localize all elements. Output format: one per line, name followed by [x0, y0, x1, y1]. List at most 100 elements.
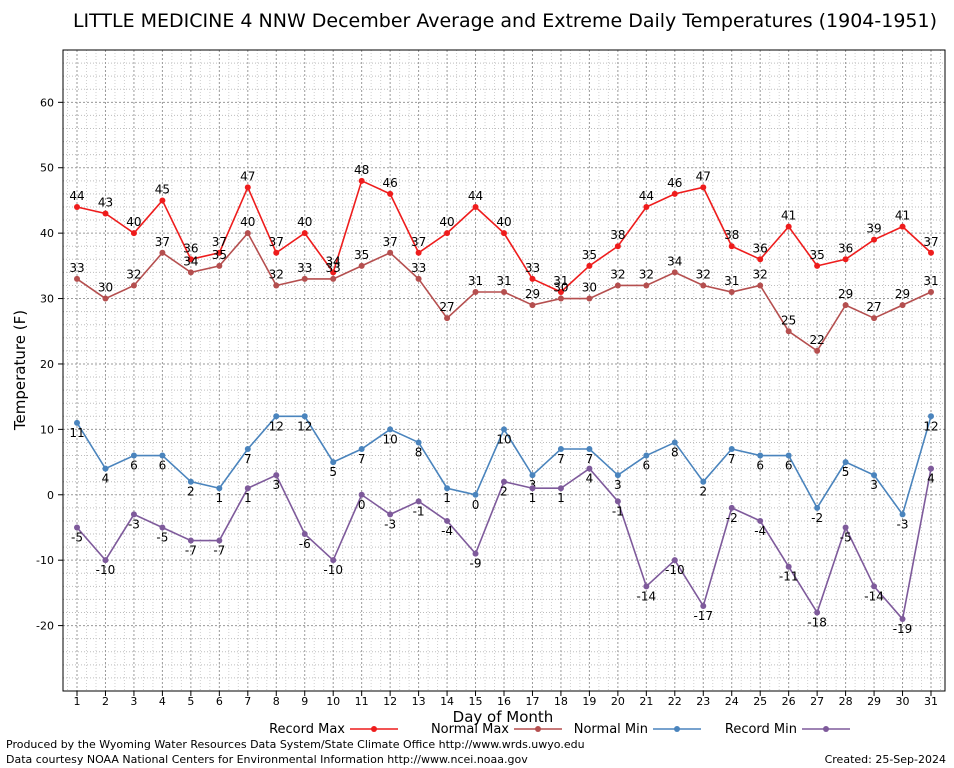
data-point	[586, 295, 593, 302]
data-point	[330, 557, 337, 564]
data-point	[273, 472, 280, 479]
x-axis-label: Day of Month	[453, 708, 554, 726]
data-label: 8	[415, 445, 423, 459]
series-record-min: -5-10-3-5-7 -713-6-100-3-1-4-92 1 14-1-14-1…	[71, 465, 935, 636]
x-tick-label: 5	[187, 695, 194, 708]
data-point	[643, 282, 650, 289]
data-point	[871, 472, 878, 479]
data-label: 27	[866, 300, 881, 314]
data-point	[643, 583, 650, 590]
data-point	[814, 504, 821, 511]
data-label: 2	[187, 485, 195, 499]
data-label: 29	[525, 287, 540, 301]
data-label: 5	[842, 465, 850, 479]
y-tick-label: -20	[36, 620, 54, 633]
data-point	[700, 602, 707, 609]
data-label: 47	[696, 169, 711, 183]
x-tick-label: 14	[440, 695, 454, 708]
legend-label: Record Max	[269, 722, 345, 737]
data-label: 36	[183, 241, 198, 255]
x-tick-label: 6	[216, 695, 223, 708]
x-tick-label: 3	[130, 695, 137, 708]
data-point	[586, 262, 593, 269]
data-point	[74, 203, 80, 210]
data-label: 34	[326, 254, 341, 268]
data-point	[700, 184, 707, 191]
data-label: 7	[244, 452, 252, 466]
data-label: 43	[98, 196, 113, 210]
y-tick-label: 60	[40, 96, 54, 109]
y-tick-label: 50	[40, 162, 54, 175]
data-label: 44	[639, 189, 654, 203]
x-tick-label: 10	[326, 695, 340, 708]
x-tick-label: 26	[782, 695, 796, 708]
y-tick-label: -10	[36, 554, 54, 567]
data-point	[187, 478, 194, 485]
legend-marker	[674, 726, 680, 732]
data-label: -3	[128, 517, 140, 531]
data-point	[501, 289, 507, 296]
data-label: -19	[893, 622, 913, 636]
data-point	[387, 426, 394, 433]
data-point	[814, 262, 821, 269]
y-axis-label: Temperature (F)	[11, 310, 29, 431]
data-point	[814, 347, 821, 354]
x-tick-label: 2	[102, 695, 109, 708]
data-label: 30	[553, 281, 568, 295]
x-tick-label: 22	[668, 695, 682, 708]
x-tick-label: 15	[469, 695, 483, 708]
data-point	[814, 609, 821, 616]
data-point	[501, 426, 507, 433]
data-label: 0	[472, 498, 480, 512]
data-label: 37	[382, 235, 397, 249]
x-tick-label: 7	[244, 695, 251, 708]
data-label: 12	[269, 419, 284, 433]
data-point	[415, 439, 422, 446]
chart-title: LITTLE MEDICINE 4 NNW December Average a…	[73, 10, 937, 32]
data-label: -14	[637, 589, 657, 603]
x-tick-label: 29	[867, 695, 881, 708]
data-label: 12	[297, 419, 312, 433]
data-point	[330, 459, 337, 466]
data-label: 33	[69, 261, 84, 275]
data-label: 1	[557, 491, 565, 505]
data-point	[472, 289, 479, 296]
data-label: 33	[297, 261, 312, 275]
data-label: 32	[639, 267, 654, 281]
legend-item: Normal Max	[431, 722, 562, 737]
x-tick-label: 9	[301, 695, 308, 708]
data-label: -5	[840, 530, 852, 544]
data-point	[871, 583, 878, 590]
data-label: 10	[496, 432, 511, 446]
data-point	[330, 269, 337, 276]
data-point	[529, 302, 536, 309]
data-label: 7	[728, 452, 736, 466]
data-point	[785, 223, 792, 230]
data-label: 2	[699, 485, 707, 499]
data-label: 1	[443, 491, 451, 505]
data-point	[586, 445, 593, 452]
data-label: 8	[671, 445, 679, 459]
x-tick-label: 18	[554, 695, 568, 708]
data-label: 25	[781, 313, 796, 327]
data-point	[159, 452, 166, 459]
data-point	[159, 524, 166, 531]
x-tick-label: 27	[810, 695, 824, 708]
data-label: 1	[529, 491, 537, 505]
data-point	[244, 184, 251, 191]
data-point	[216, 537, 223, 544]
data-label: 35	[212, 248, 227, 262]
data-label: 38	[610, 228, 625, 242]
x-tick-label: 21	[639, 695, 653, 708]
data-point	[273, 249, 280, 256]
data-label: 32	[696, 267, 711, 281]
data-label: -11	[779, 570, 799, 584]
data-point	[785, 563, 792, 570]
data-point	[387, 511, 394, 518]
data-label: -10	[665, 563, 685, 577]
data-label: 10	[382, 432, 397, 446]
data-label: 37	[923, 235, 938, 249]
data-point	[757, 452, 764, 459]
data-point	[273, 413, 280, 420]
